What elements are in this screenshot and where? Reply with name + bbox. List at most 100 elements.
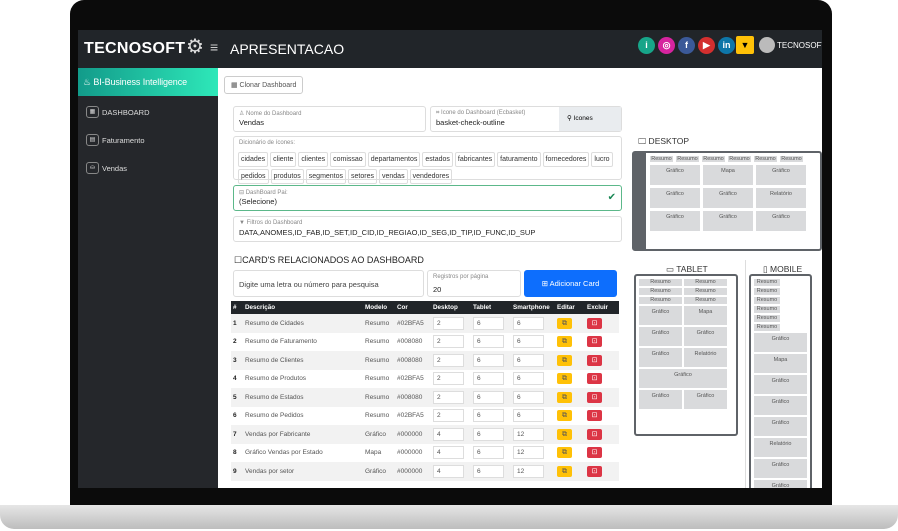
delete-button[interactable]: ⊡ bbox=[587, 317, 602, 329]
desktop-width-input[interactable]: 2 bbox=[433, 353, 464, 367]
model: Gráfico bbox=[363, 425, 395, 444]
delete-button[interactable]: ⊡ bbox=[587, 391, 602, 403]
smartphone-width-input[interactable]: 6 bbox=[513, 390, 544, 404]
sidebar-item-faturamento[interactable]: ▤ Faturamento bbox=[86, 134, 145, 146]
avatar[interactable] bbox=[759, 37, 775, 53]
icon-chip-vendedores[interactable]: vendedores bbox=[409, 169, 453, 184]
table-row: 1 Resumo de Cidades Resumo #02BFA5 2 6 6 ⧉ ⊡ bbox=[231, 314, 619, 333]
tablet-width-input[interactable]: 6 bbox=[473, 353, 504, 367]
dashboard-filters-field[interactable]: ▼ Filtros do Dashboard DATA,ANOMES,ID_FAB… bbox=[233, 216, 622, 242]
delete-button[interactable]: ⊡ bbox=[587, 410, 602, 422]
parent-dashboard-select[interactable]: ⊟ DashBoard Pai: (Selecione) ✔ bbox=[233, 185, 622, 211]
desktop-width-input[interactable]: 4 bbox=[433, 464, 464, 478]
delete-button[interactable]: ⊡ bbox=[587, 428, 602, 440]
icon-chip-cliente[interactable]: cliente bbox=[270, 152, 297, 167]
preview-resumo-cell: Resumo bbox=[684, 297, 727, 304]
tablet-width-input[interactable]: 6 bbox=[473, 316, 504, 330]
tablet-width-input[interactable]: 6 bbox=[473, 409, 504, 423]
cell: ⧉ bbox=[555, 425, 585, 444]
row-number: 6 bbox=[233, 412, 237, 420]
model: Resumo bbox=[365, 375, 390, 383]
smartphone-width-input[interactable]: 6 bbox=[513, 409, 544, 423]
desktop-width-input[interactable]: 2 bbox=[433, 409, 464, 423]
linkedin-icon[interactable]: in bbox=[718, 37, 735, 54]
icon-chip-cidades[interactable]: cidades bbox=[238, 152, 269, 167]
delete-button[interactable]: ⊡ bbox=[587, 336, 602, 348]
icon-chip-produtos[interactable]: produtos bbox=[270, 169, 304, 184]
desktop-width-input[interactable]: 2 bbox=[433, 390, 464, 404]
edit-button[interactable]: ⧉ bbox=[557, 410, 572, 422]
add-card-button[interactable]: ⊞ Adicionar Card bbox=[524, 270, 617, 297]
icon-chip-pedidos[interactable]: pedidos bbox=[238, 169, 269, 184]
preview-resumo-cell: Resumo bbox=[754, 297, 780, 304]
icon-chip-estados[interactable]: estados bbox=[422, 152, 453, 167]
card-search-input[interactable]: Digite uma letra ou número para pesquisa bbox=[233, 270, 424, 297]
facebook-icon[interactable]: f bbox=[678, 37, 695, 54]
smartphone-width-input[interactable]: 6 bbox=[513, 353, 544, 367]
icon-chip-fabricantes[interactable]: fabricantes bbox=[454, 152, 496, 167]
dict-label: Dicionário de ícones: bbox=[239, 140, 296, 146]
icon-chip-segmentos[interactable]: segmentos bbox=[305, 169, 347, 184]
tablet-width-input[interactable]: 6 bbox=[473, 446, 504, 460]
smartphone-width-input[interactable]: 12 bbox=[513, 446, 544, 460]
edit-button[interactable]: ⧉ bbox=[557, 391, 572, 403]
youtube-icon[interactable]: ▶ bbox=[698, 37, 715, 54]
cell: ⊡ bbox=[585, 407, 619, 426]
edit-button[interactable]: ⧉ bbox=[557, 373, 572, 385]
info-icon[interactable]: i bbox=[638, 37, 655, 54]
delete-button[interactable]: ⊡ bbox=[587, 447, 602, 459]
edit-button[interactable]: ⧉ bbox=[557, 447, 572, 459]
sidebar-brand[interactable]: ♨ BI-Business Intelligence bbox=[78, 68, 218, 96]
icon-chip-vendas[interactable]: vendas bbox=[379, 169, 408, 184]
smartphone-width-input[interactable]: 6 bbox=[513, 372, 544, 386]
per-page-field[interactable]: Registros por página 20 bbox=[427, 270, 521, 297]
icon-chip-setores[interactable]: setores bbox=[348, 169, 377, 184]
icons-button[interactable]: ⚲ Icones bbox=[559, 107, 621, 131]
icon-chip-faturamento[interactable]: faturamento bbox=[497, 152, 541, 167]
edit-button[interactable]: ⧉ bbox=[557, 354, 572, 366]
smartphone-width-input[interactable]: 12 bbox=[513, 464, 544, 478]
sidebar-item-dashboard[interactable]: ▦ DASHBOARD bbox=[86, 106, 150, 118]
icon-chip-clientes[interactable]: clientes bbox=[298, 152, 329, 167]
desktop-width-input[interactable]: 4 bbox=[433, 427, 464, 441]
tablet-width-input[interactable]: 6 bbox=[473, 464, 504, 478]
edit-button[interactable]: ⧉ bbox=[557, 336, 572, 348]
icon-chip-comissao[interactable]: comissao bbox=[330, 152, 366, 167]
tablet-width-input[interactable]: 6 bbox=[473, 372, 504, 386]
user-name: TECNOSOFT bbox=[777, 41, 822, 50]
clone-dashboard-button[interactable]: ▦ Clonar Dashboard bbox=[224, 76, 304, 94]
sidebar-item-vendas[interactable]: ⛀ Vendas bbox=[86, 162, 127, 174]
icon-chip-departamentos[interactable]: departamentos bbox=[367, 152, 421, 167]
desktop-width-input[interactable]: 4 bbox=[433, 446, 464, 460]
smartphone-width-input[interactable]: 6 bbox=[513, 316, 544, 330]
row-number: 1 bbox=[231, 314, 243, 333]
edit-button[interactable]: ⧉ bbox=[557, 428, 572, 440]
delete-button[interactable]: ⊡ bbox=[587, 354, 602, 366]
tablet-width-input[interactable]: 6 bbox=[473, 335, 504, 349]
dashboard-name-field[interactable]: ♙ Nome do Dashboard Vendas bbox=[233, 106, 426, 132]
delete-button[interactable]: ⊡ bbox=[587, 465, 602, 477]
cell: ⧉ bbox=[555, 314, 585, 333]
desktop-width-input[interactable]: 2 bbox=[433, 316, 464, 330]
desktop-width-input[interactable]: 2 bbox=[433, 372, 464, 386]
model: Resumo bbox=[363, 314, 395, 333]
icon-chip-fornecedores[interactable]: fornecedores bbox=[542, 152, 590, 167]
desktop-width-input[interactable]: 2 bbox=[433, 335, 464, 349]
user-menu[interactable]: TECNOSOFT ▾ bbox=[777, 41, 822, 50]
menu-toggle-icon[interactable]: ≡ bbox=[210, 39, 219, 55]
dashboard-icon-field[interactable]: ⌗ Icone do Dashboard (Ecbasket) basket-ch… bbox=[430, 106, 622, 132]
preview-resumo-cell: Resumo bbox=[684, 279, 727, 286]
filter-button[interactable]: ▼ bbox=[736, 36, 754, 54]
instagram-icon[interactable]: ◎ bbox=[658, 37, 675, 54]
row-number: 8 bbox=[233, 449, 237, 457]
preview-resumo-cell: Resumo bbox=[780, 156, 803, 162]
laptop-base bbox=[0, 505, 898, 529]
smartphone-width-input[interactable]: 12 bbox=[513, 427, 544, 441]
edit-button[interactable]: ⧉ bbox=[557, 317, 572, 329]
delete-button[interactable]: ⊡ bbox=[587, 373, 602, 385]
tablet-width-input[interactable]: 6 bbox=[473, 427, 504, 441]
edit-button[interactable]: ⧉ bbox=[557, 465, 572, 477]
smartphone-width-input[interactable]: 6 bbox=[513, 335, 544, 349]
icon-chip-lucro[interactable]: lucro bbox=[591, 152, 613, 167]
tablet-width-input[interactable]: 6 bbox=[473, 390, 504, 404]
